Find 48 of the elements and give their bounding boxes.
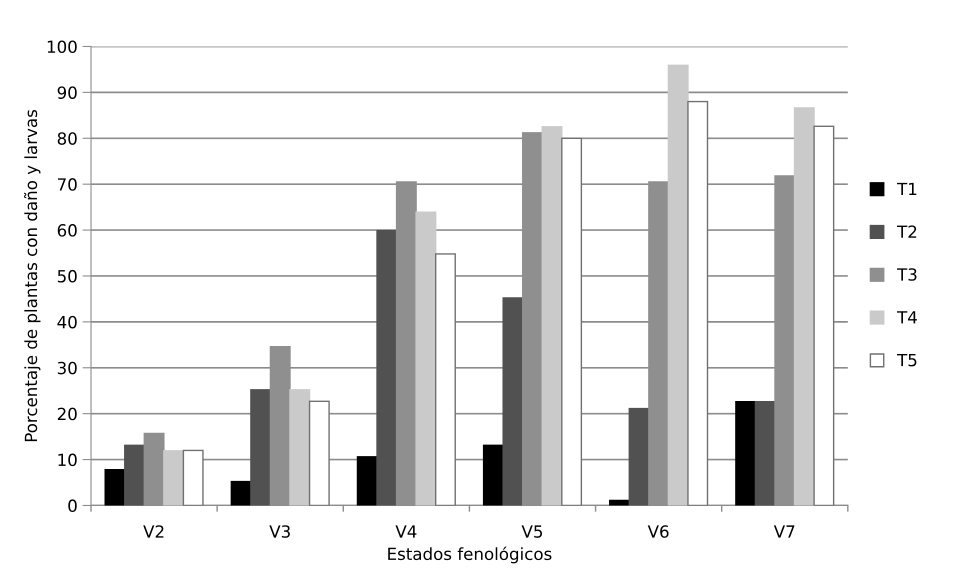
legend-label: T5: [897, 354, 916, 366]
bar: [415, 211, 436, 506]
x-tick-label: V3: [269, 525, 290, 538]
bar: [250, 389, 272, 506]
bar: [104, 468, 126, 506]
bar: [482, 444, 504, 506]
bar: [542, 126, 563, 506]
x-tick-label: V2: [143, 525, 164, 538]
bar: [434, 253, 456, 506]
x-tick-label: V6: [648, 525, 669, 538]
bar: [754, 401, 776, 506]
y-tick-label: 30: [58, 362, 77, 374]
legend-label: T2: [897, 225, 916, 238]
x-tick-label: V7: [774, 525, 794, 538]
bar: [289, 389, 310, 506]
bar: [735, 401, 756, 506]
legend-label: T4: [897, 311, 917, 324]
x-axis-title: Estados fenológicos: [388, 546, 552, 564]
bar: [356, 456, 378, 506]
y-tick-label: 100: [48, 40, 77, 54]
bar: [561, 138, 582, 506]
y-tick-label: 10: [58, 454, 77, 466]
legend-label: T3: [897, 268, 917, 281]
legend-label: T1: [897, 182, 916, 195]
bar: [376, 230, 398, 506]
bar: [609, 500, 630, 506]
bar: [687, 100, 708, 506]
bar: [230, 480, 252, 506]
x-tick-label: V5: [522, 525, 542, 538]
bar: [794, 107, 815, 506]
y-tick-label: 40: [57, 316, 77, 328]
y-tick-label: 60: [58, 224, 77, 237]
y-axis-title: Porcentaje de plantas con daño y larvas: [24, 110, 40, 442]
bar: [182, 450, 204, 506]
bar: [124, 444, 145, 506]
bar: [163, 450, 184, 506]
y-tick-label: 50: [58, 270, 77, 283]
bar: [813, 126, 834, 506]
bar: [628, 408, 650, 506]
bar: [668, 64, 689, 506]
y-tick-label: 0: [68, 499, 77, 512]
bar: [502, 297, 524, 506]
bar: [308, 400, 330, 506]
y-tick-label: 20: [58, 408, 77, 420]
y-tick-label: 80: [58, 132, 77, 145]
y-tick-label: 70: [58, 178, 77, 191]
y-tick-label: 90: [58, 86, 77, 99]
x-tick-label: V4: [395, 525, 416, 538]
